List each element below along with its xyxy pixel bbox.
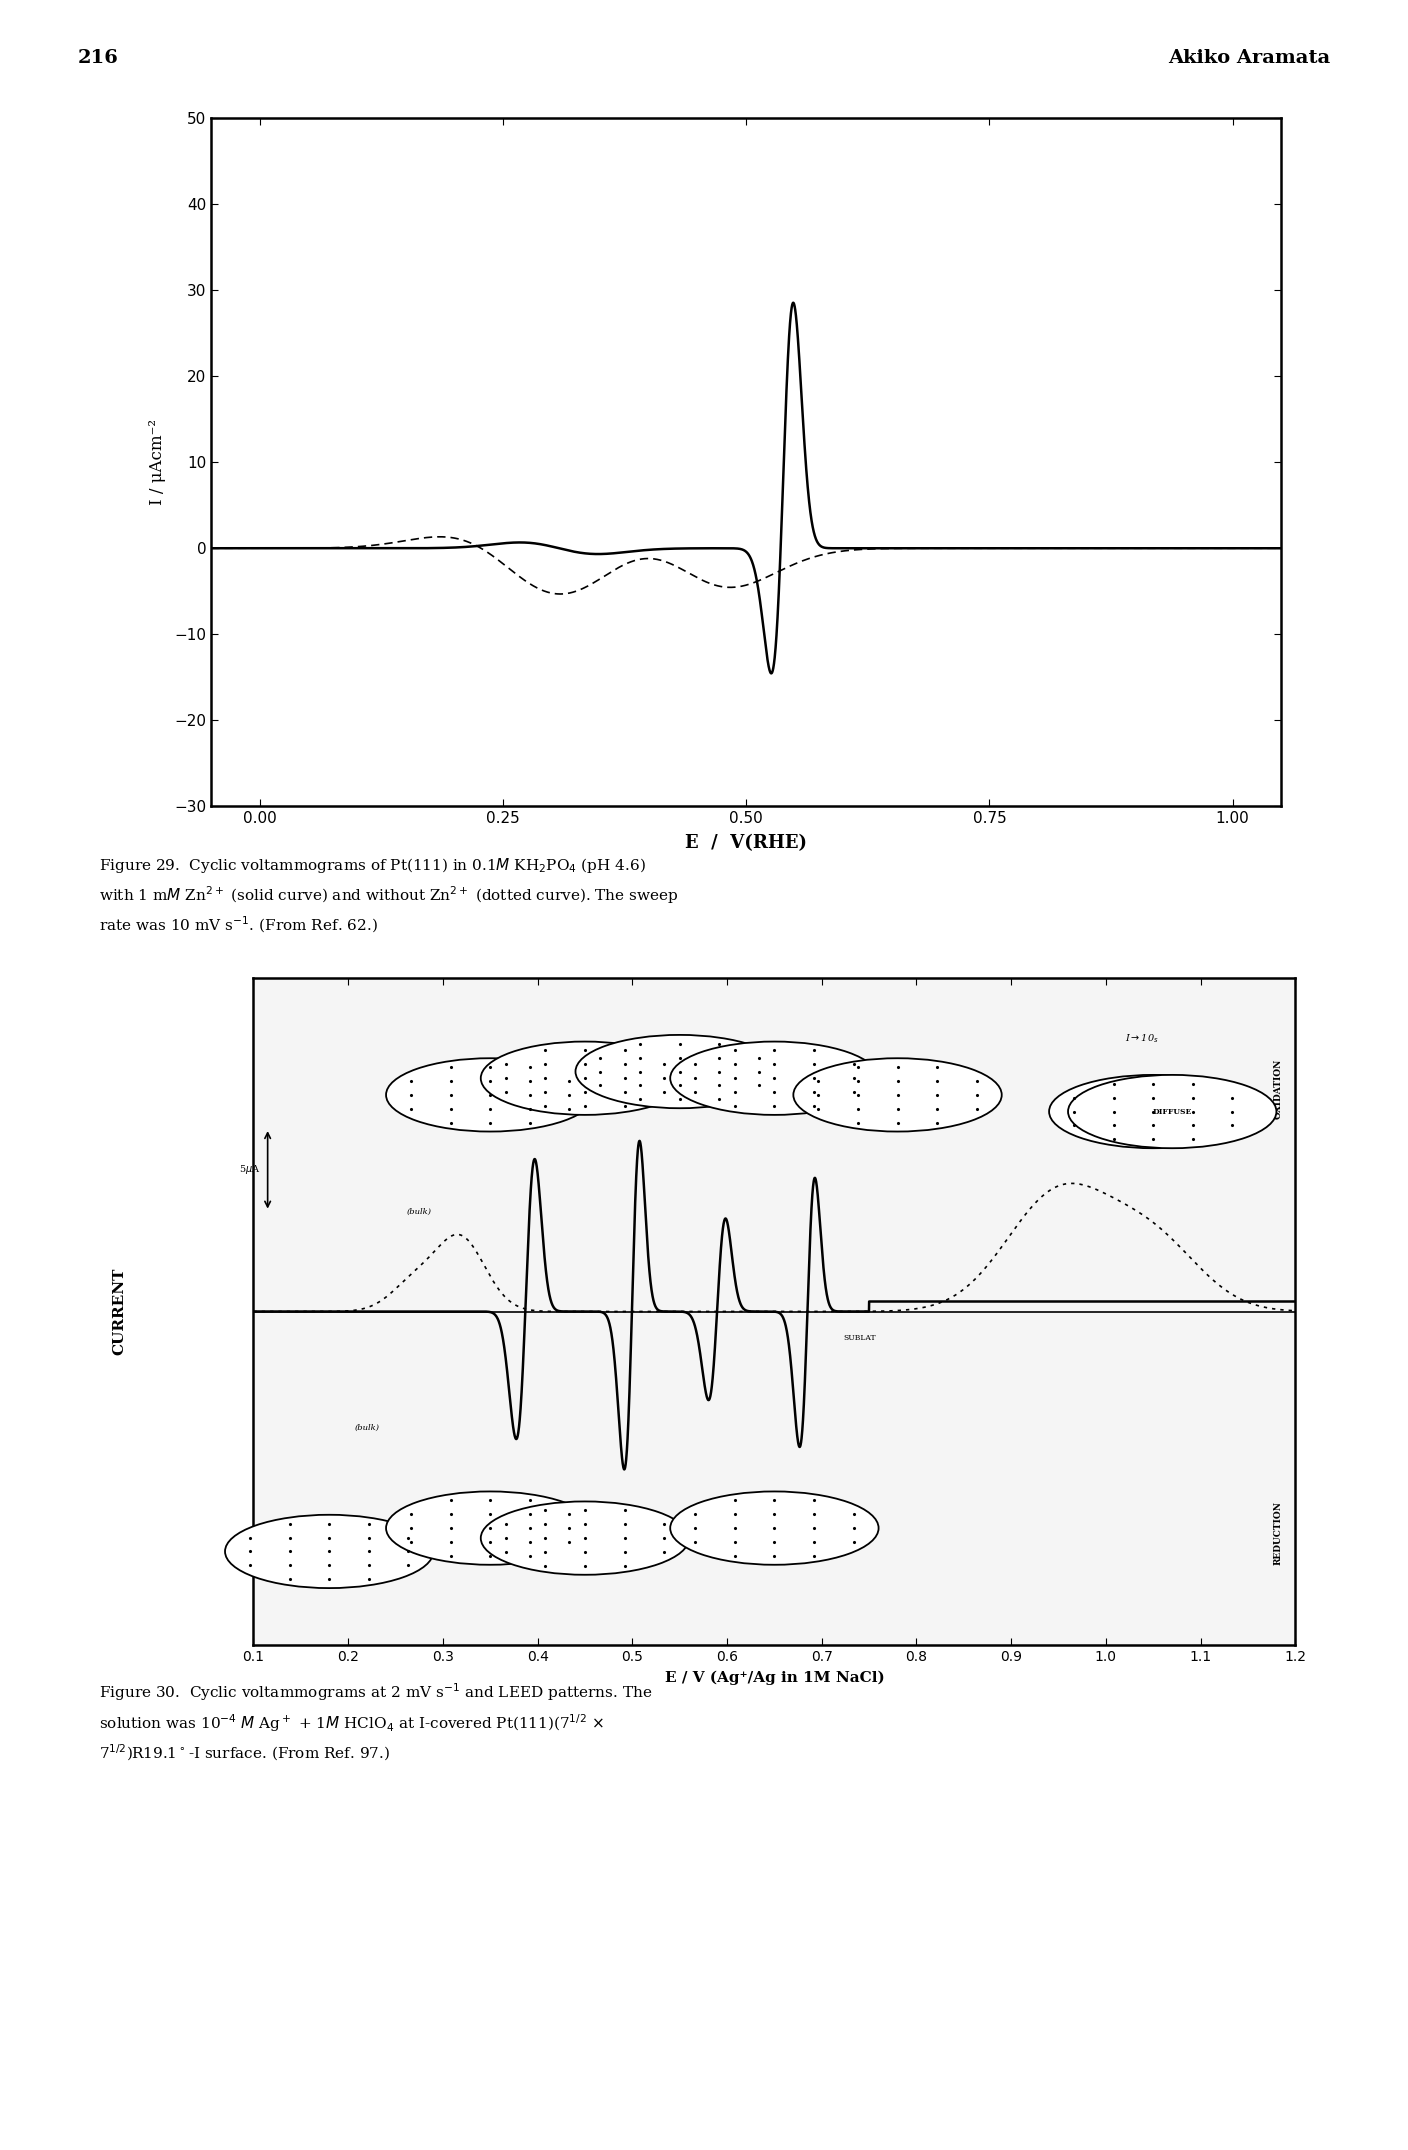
X-axis label: E  /  V(RHE): E / V(RHE) <box>686 834 807 851</box>
Circle shape <box>386 1058 594 1131</box>
Circle shape <box>670 1041 879 1116</box>
Circle shape <box>1049 1075 1257 1148</box>
Text: Figure 29.  Cyclic voltammograms of Pt(111) in 0.1$M$ KH$_2$PO$_4$ (pH 4.6)
with: Figure 29. Cyclic voltammograms of Pt(11… <box>99 856 679 935</box>
Text: 5$\mu$A: 5$\mu$A <box>239 1163 260 1176</box>
Circle shape <box>225 1516 434 1589</box>
Circle shape <box>480 1501 689 1574</box>
Circle shape <box>576 1034 784 1107</box>
Text: OXIDATION: OXIDATION <box>1274 1058 1283 1118</box>
Circle shape <box>670 1492 879 1565</box>
Text: (bulk): (bulk) <box>355 1423 380 1432</box>
Circle shape <box>480 1041 689 1116</box>
Text: 216: 216 <box>77 49 118 67</box>
X-axis label: E / V (Ag⁺/Ag in 1M NaCl): E / V (Ag⁺/Ag in 1M NaCl) <box>665 1671 884 1686</box>
Text: Figure 30.  Cyclic voltammograms at 2 mV s$^{-1}$ and LEED patterns. The
solutio: Figure 30. Cyclic voltammograms at 2 mV … <box>99 1681 652 1763</box>
Text: (bulk): (bulk) <box>407 1208 432 1215</box>
Text: REDUCTION: REDUCTION <box>1274 1501 1283 1565</box>
Text: I$\rightarrow$10$_s$: I$\rightarrow$10$_s$ <box>1125 1032 1159 1045</box>
Circle shape <box>1069 1075 1277 1148</box>
Text: CURRENT: CURRENT <box>113 1268 127 1354</box>
Text: DIFFUSE: DIFFUSE <box>1153 1107 1193 1116</box>
Text: Akiko Aramata: Akiko Aramata <box>1169 49 1331 67</box>
Text: SUBLAT: SUBLAT <box>843 1335 876 1342</box>
Circle shape <box>793 1058 1001 1131</box>
Circle shape <box>386 1492 594 1565</box>
Y-axis label: I / μAcm⁻²: I / μAcm⁻² <box>149 419 166 505</box>
